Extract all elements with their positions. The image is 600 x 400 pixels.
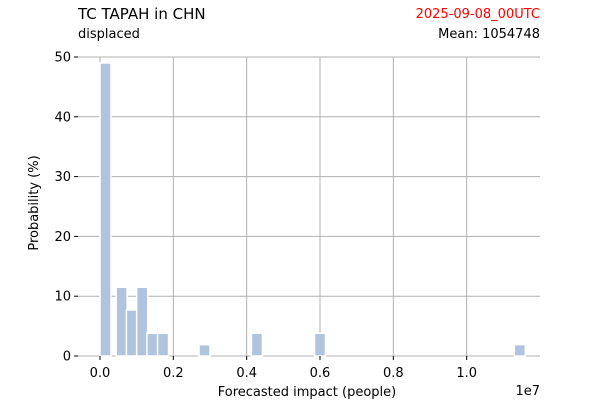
x-tick-label: 0.6 — [310, 366, 331, 381]
grid-lines — [78, 56, 540, 357]
forecast-date: 2025-09-08_00UTC — [415, 7, 540, 22]
y-tick-label: 10 — [54, 290, 71, 305]
x-tick-label: 1.0 — [456, 366, 477, 381]
y-axis-label: Probability (%) — [27, 155, 42, 250]
histogram-bar — [198, 343, 211, 357]
y-tick-label: 40 — [54, 110, 71, 125]
histogram-bar — [156, 332, 170, 357]
histogram-bar — [513, 343, 527, 357]
y-axis: 0 10 20 30 40 50 — [54, 51, 78, 365]
histogram-bar — [125, 309, 139, 357]
x-tick-label: 0.0 — [90, 366, 111, 381]
bars-group — [99, 62, 527, 357]
histogram-bar — [99, 62, 112, 357]
y-tick-label: 20 — [54, 230, 71, 245]
histogram-bar — [135, 286, 149, 357]
x-tick-label: 0.8 — [383, 366, 404, 381]
histogram-bar — [115, 286, 128, 357]
mean-label: Mean: — [438, 27, 478, 42]
x-tick-label: 0.4 — [236, 366, 257, 381]
chart-subtitle: displaced — [78, 27, 140, 42]
x-tick-label: 0.2 — [163, 366, 184, 381]
mean-value: 1054748 — [482, 27, 540, 42]
y-tick-label: 50 — [54, 51, 71, 66]
y-tick-label: 30 — [54, 170, 71, 185]
histogram-bar — [146, 332, 159, 357]
y-tick-label: 0 — [63, 350, 71, 365]
histogram-bar — [250, 332, 264, 357]
mean-readout: Mean: 1054748 — [438, 27, 540, 42]
x-axis: 0.0 0.2 0.4 0.6 0.8 1.0 — [90, 356, 477, 381]
histogram-bar — [313, 332, 327, 357]
x-axis-label: Forecasted impact (people) — [218, 385, 396, 400]
chart-title: TC TAPAH in CHN — [78, 5, 206, 23]
x-axis-offset-label: 1e7 — [515, 384, 540, 399]
